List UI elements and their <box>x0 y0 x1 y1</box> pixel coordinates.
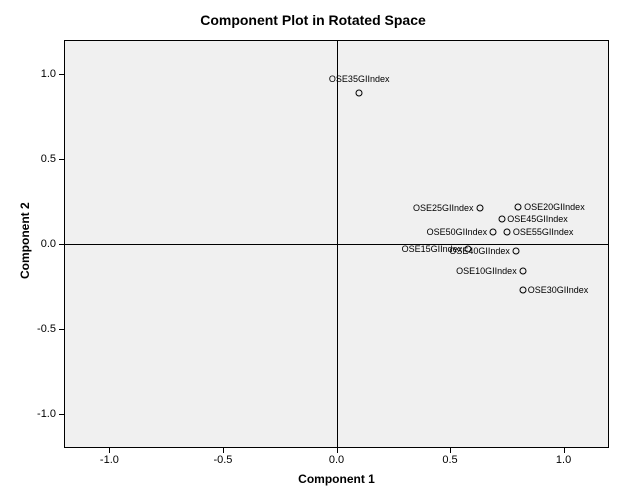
chart-title: Component Plot in Rotated Space <box>0 12 626 28</box>
scatter-point <box>519 268 526 275</box>
y-tick-label: 0.0 <box>41 238 56 250</box>
x-tick-label: 0.5 <box>442 454 457 466</box>
scatter-point <box>515 203 522 210</box>
x-tick <box>450 448 451 453</box>
y-tick <box>59 329 64 330</box>
y-tick-label: -1.0 <box>37 408 56 420</box>
x-tick-label: -0.5 <box>213 454 232 466</box>
x-axis-title: Component 1 <box>64 472 609 486</box>
y-tick <box>59 244 64 245</box>
point-label: OSE45GIIndex <box>507 214 568 224</box>
y-tick <box>59 74 64 75</box>
point-label: OSE10GIIndex <box>456 266 517 276</box>
y-tick <box>59 414 64 415</box>
scatter-point <box>490 229 497 236</box>
x-tick <box>564 448 565 453</box>
point-label: OSE35GIIndex <box>329 74 390 84</box>
x-origin-line <box>64 244 609 245</box>
scatter-point <box>512 247 519 254</box>
y-tick <box>59 159 64 160</box>
point-label: OSE25GIIndex <box>413 203 474 213</box>
y-tick-label: 0.5 <box>41 153 56 165</box>
point-label: OSE20GIIndex <box>524 202 585 212</box>
x-tick <box>109 448 110 453</box>
point-label: OSE30GIIndex <box>528 285 589 295</box>
x-tick-label: 1.0 <box>556 454 571 466</box>
scatter-point <box>503 229 510 236</box>
y-tick-label: 1.0 <box>41 68 56 80</box>
point-label: OSE55GIIndex <box>513 227 574 237</box>
x-tick <box>223 448 224 453</box>
scatter-point <box>519 286 526 293</box>
y-axis-title: Component 2 <box>18 203 32 280</box>
x-tick-label: 0.0 <box>329 454 344 466</box>
scatter-point <box>499 215 506 222</box>
scatter-point <box>476 205 483 212</box>
x-tick-label: -1.0 <box>100 454 119 466</box>
x-tick <box>337 448 338 453</box>
scatter-point <box>356 89 363 96</box>
point-label: OSE50GIIndex <box>427 227 488 237</box>
y-tick-label: -0.5 <box>37 323 56 335</box>
point-label: OSE40GIIndex <box>449 246 510 256</box>
component-plot: Component Plot in Rotated Space Componen… <box>0 0 626 501</box>
